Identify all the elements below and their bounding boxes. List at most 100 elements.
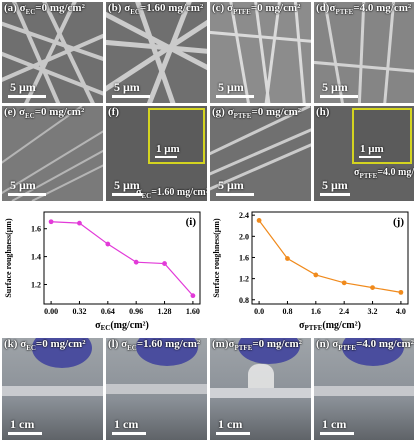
chart-surface-roughness-ptfe: 0.8 1.2 1.6 2.0 2.4 0.0 0.8 1.6 2.4 3.2 4.0 (j) Surf…	[212, 211, 409, 332]
sem-panel-g: (g) σPTFE=0 mg/cm² 5 μm	[210, 106, 311, 201]
fiber-texture	[314, 2, 414, 103]
fiber-texture	[210, 106, 311, 191]
panel-label: (d)σPTFE=4.0 mg/cm²	[316, 2, 412, 17]
inset-scale-label: 1 μm	[360, 143, 384, 155]
sample-film	[210, 388, 311, 398]
scale-bar	[112, 193, 142, 196]
y-axis-label: Surface roughness(μm)	[212, 218, 221, 298]
x-tick-label: 0.00	[44, 307, 58, 316]
y-tick-label: 1.4	[31, 253, 41, 262]
x-tick-label: 0.0	[254, 307, 264, 316]
panel-label: (b) σEC=1.60 mg/cm²	[108, 2, 204, 17]
y-tick-label: 1.2	[239, 275, 249, 284]
y-tick-label: 2.0	[239, 232, 249, 241]
panel-label: (c) σPTFE=0 mg/cm²	[212, 2, 301, 17]
data-point	[256, 218, 262, 223]
panel-label: (a) σEC=0 mg/cm²	[4, 2, 85, 17]
photo-panel-m: (m)σPTFE=0 mg/cm² 1 cm	[210, 338, 311, 440]
x-axis-label: σEC(mg/cm²)	[95, 320, 149, 332]
x-tick-label: 1.6	[311, 307, 321, 316]
data-point	[77, 220, 82, 226]
panel-label: σEC=1.60 mg/cm²	[136, 187, 207, 200]
series-line	[258, 220, 402, 293]
scale-bar	[216, 432, 250, 435]
sem-panel-a: (a) σEC=0 mg/cm² 5 μm	[2, 2, 103, 103]
scale-label: 5 μm	[322, 178, 348, 192]
scale-bar	[112, 95, 150, 98]
scale-bar	[8, 193, 46, 196]
data-point	[190, 293, 196, 299]
fiber-tuft	[248, 364, 274, 390]
x-tick-label: 0.64	[101, 307, 115, 316]
scale-label: 5 μm	[10, 178, 36, 192]
sem-panel-f: σEC=1.60 mg/cm² (f) 1 μm 5 μm	[106, 106, 207, 201]
y-tick-label: 1.2	[31, 280, 41, 289]
series-line	[51, 221, 194, 297]
plot-frame	[43, 211, 201, 305]
sample-film	[314, 386, 414, 396]
data-point	[133, 259, 139, 265]
x-tick-label: 1.60	[186, 307, 200, 316]
inset-scale-bar	[155, 156, 177, 158]
scale-label: 1 cm	[322, 417, 347, 431]
x-tick-label: 4.0	[396, 307, 406, 316]
plot-frame	[251, 211, 409, 305]
data-point	[285, 256, 290, 261]
photo-panel-l: (l) σEC=1.60 mg/cm² 1 cm	[106, 338, 207, 440]
x-tick-label: 0.8	[282, 307, 292, 316]
inset-scale-label: 1 μm	[156, 143, 180, 155]
sem-panel-c: (c) σPTFE=0 mg/cm² 5 μm	[210, 2, 311, 103]
data-point	[313, 272, 319, 278]
y-tick-label: 2.4	[239, 211, 249, 220]
panel-label: (n) σPTFE=4.0 mg/cm²	[316, 338, 414, 353]
scale-bar	[8, 432, 42, 435]
scale-label: 5 μm	[322, 80, 348, 94]
panel-label: (g) σPTFE=0 mg/cm²	[212, 106, 302, 121]
scale-bar	[320, 193, 350, 196]
x-tick-label: 0.96	[129, 307, 143, 316]
scale-bar	[216, 95, 254, 98]
inset-scale-bar	[359, 156, 381, 158]
panel-label: (e) σEC=0 mg/cm²	[4, 106, 85, 121]
x-tick-label: 0.32	[72, 307, 86, 316]
sem-inset: 1 μm	[352, 108, 412, 164]
data-point	[370, 285, 375, 291]
sample-film	[106, 384, 207, 394]
data-point	[162, 261, 167, 266]
data-point	[105, 241, 111, 247]
photo-panel-n: (n) σPTFE=4.0 mg/cm² 1 cm	[314, 338, 414, 440]
data-point	[341, 280, 347, 286]
sem-panel-h: (h) 1 μm σPTFE=4.0 mg/cm² 5 μm	[314, 106, 414, 201]
y-tick-label: 1.6	[239, 253, 249, 262]
panel-label: (i)	[186, 216, 197, 228]
scale-label: 5 μm	[114, 178, 140, 192]
scale-bar	[320, 95, 358, 98]
scale-bar	[216, 193, 254, 196]
panel-label: (j)	[393, 216, 404, 228]
y-axis-label: Surface roughness(μm)	[4, 218, 13, 298]
sample-film	[2, 386, 103, 396]
panel-letter: (h)	[316, 106, 330, 118]
panel-label: (m)σPTFE=0 mg/cm²	[212, 338, 302, 353]
fiber-texture	[106, 2, 207, 103]
x-tick-label: 3.2	[368, 307, 378, 316]
chart-surface-roughness-ec: 1.2 1.4 1.6 0.00 0.32 0.64 0.96 1.28 1.60 (i) Surf…	[4, 211, 201, 332]
x-tick-label: 1.28	[158, 307, 172, 316]
y-tick-label: 1.6	[31, 225, 41, 234]
sem-panel-b: (b) σEC=1.60 mg/cm² 5 μm	[106, 2, 207, 103]
scale-bar	[8, 95, 46, 98]
scale-label: 5 μm	[218, 178, 244, 192]
fiber-texture	[2, 106, 103, 201]
fiber-texture	[210, 2, 311, 103]
scale-label: 1 cm	[114, 417, 139, 431]
panel-label: (k) σEC=0 mg/cm²	[4, 338, 86, 353]
scale-label: 5 μm	[10, 80, 36, 94]
x-tick-label: 2.4	[339, 307, 349, 316]
panel-label: (l) σEC=1.60 mg/cm²	[108, 338, 201, 353]
sem-panel-d: (d)σPTFE=4.0 mg/cm² 5 μm	[314, 2, 414, 103]
scale-label: 5 μm	[218, 80, 244, 94]
scale-bar	[112, 432, 146, 435]
scale-label: 1 cm	[10, 417, 35, 431]
panel-label: σPTFE=4.0 mg/cm²	[354, 167, 414, 180]
scale-label: 5 μm	[114, 80, 140, 94]
